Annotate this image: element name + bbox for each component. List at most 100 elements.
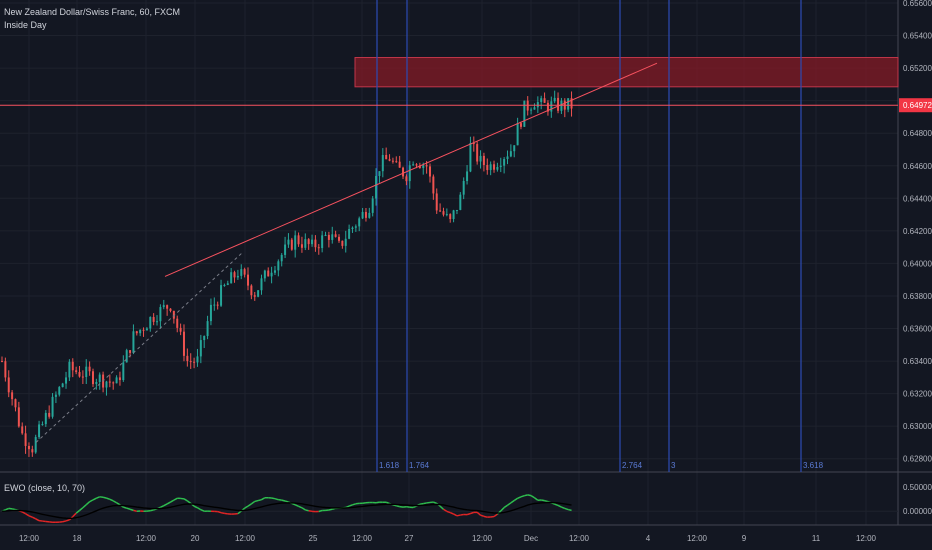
candle-body: [253, 295, 256, 297]
candle-body: [287, 239, 290, 245]
ewo-tick-label: 0.00000: [903, 507, 932, 516]
ewo-line-segment: [352, 503, 357, 506]
candle-body: [442, 211, 445, 215]
candle-body: [513, 145, 516, 152]
ewo-line-segment: [281, 499, 286, 502]
time-tick-label: 12:00: [472, 534, 493, 543]
candle-body: [81, 376, 84, 378]
candle-body: [445, 214, 448, 216]
candle-body: [317, 247, 320, 249]
ewo-line-segment: [92, 497, 97, 501]
ewo-line-segment: [453, 513, 458, 517]
ewo-line-segment: [106, 497, 111, 501]
candle-body: [402, 167, 405, 177]
candle-body: [570, 98, 573, 109]
price-tick-label: 0.63200: [903, 390, 932, 399]
candle-body: [428, 166, 431, 177]
candle-body: [118, 377, 121, 381]
ewo-line-segment: [399, 505, 404, 508]
ewo-signal-line: [1, 501, 572, 520]
ewo-line-segment: [291, 502, 296, 506]
candle-body: [415, 164, 418, 166]
candle-body: [331, 234, 334, 240]
ewo-label: EWO (close, 10, 70): [4, 483, 86, 493]
candle-body: [196, 356, 199, 363]
ewo-line-segment: [348, 504, 353, 507]
candle-body: [129, 350, 132, 353]
candle-body: [277, 261, 280, 271]
price-tick-label: 0.63600: [903, 325, 932, 334]
ewo-line-segment: [21, 511, 26, 515]
ewo-line-segment: [163, 503, 168, 507]
ewo-line-segment: [534, 497, 539, 501]
ewo-line-segment: [517, 496, 522, 499]
candle-body: [560, 100, 563, 111]
candle-body: [476, 144, 479, 162]
candle-body: [493, 164, 496, 170]
ewo-line-segment: [102, 496, 107, 499]
candle-body: [122, 362, 125, 381]
candle-body: [257, 290, 260, 297]
ewo-line-segment: [433, 501, 438, 505]
ewo-line-segment: [530, 494, 535, 499]
dashed-guide: [35, 251, 244, 443]
candle-body: [284, 244, 287, 255]
ewo-line-segment: [396, 505, 400, 508]
candle-body: [162, 305, 165, 308]
candle-body: [44, 412, 47, 425]
ewo-line-segment: [466, 512, 471, 516]
candle-body: [391, 160, 394, 162]
ewo-line-segment: [186, 500, 192, 504]
candle-body: [54, 394, 57, 397]
ewo-line-segment: [116, 502, 121, 506]
price-tick-label: 0.64800: [903, 129, 932, 138]
time-tick-label: 12:00: [352, 534, 373, 543]
ewo-line-segment: [513, 497, 519, 502]
candle-body: [439, 210, 442, 212]
price-tick-label: 0.62800: [903, 455, 932, 464]
candle-body: [115, 377, 118, 384]
candle-body: [496, 166, 499, 170]
ewo-line-segment: [274, 497, 279, 501]
candle-body: [509, 151, 512, 157]
candle-body: [348, 229, 351, 239]
candle-body: [247, 274, 250, 286]
candle-body: [176, 318, 179, 328]
candle-body: [486, 164, 489, 171]
candle-body: [368, 212, 371, 218]
candle-body: [75, 370, 78, 373]
candle-body: [243, 269, 246, 275]
candle-body: [567, 98, 570, 110]
candle-body: [338, 236, 340, 241]
ewo-line-segment: [89, 499, 94, 503]
candle-body: [418, 165, 421, 168]
ewo-line-segment: [11, 508, 16, 511]
ewo-line-segment: [328, 508, 333, 511]
candle-body: [519, 123, 522, 127]
candle-body: [300, 244, 303, 248]
candle-body: [65, 377, 68, 384]
fib-label: 1.764: [409, 461, 430, 470]
candle-body: [550, 101, 553, 112]
candle-body: [105, 381, 108, 388]
ewo-line-segment: [449, 511, 454, 515]
candle-body: [466, 171, 469, 181]
ewo-line-segment: [200, 509, 205, 512]
ewo-line-segment: [237, 510, 242, 515]
current-price-badge: [899, 98, 932, 113]
candle-body: [21, 426, 24, 434]
candle-body: [290, 239, 293, 250]
candle-body: [361, 211, 364, 219]
candle-body: [149, 317, 152, 329]
candle-body: [294, 235, 297, 250]
time-tick-label: 20: [191, 534, 200, 543]
candle-body: [166, 305, 169, 309]
candle-body: [516, 123, 519, 146]
candle-body: [472, 142, 475, 145]
candle-body: [371, 198, 374, 213]
candle-body: [341, 240, 344, 246]
time-tick-label: 12:00: [136, 534, 157, 543]
candle-body: [536, 102, 539, 108]
